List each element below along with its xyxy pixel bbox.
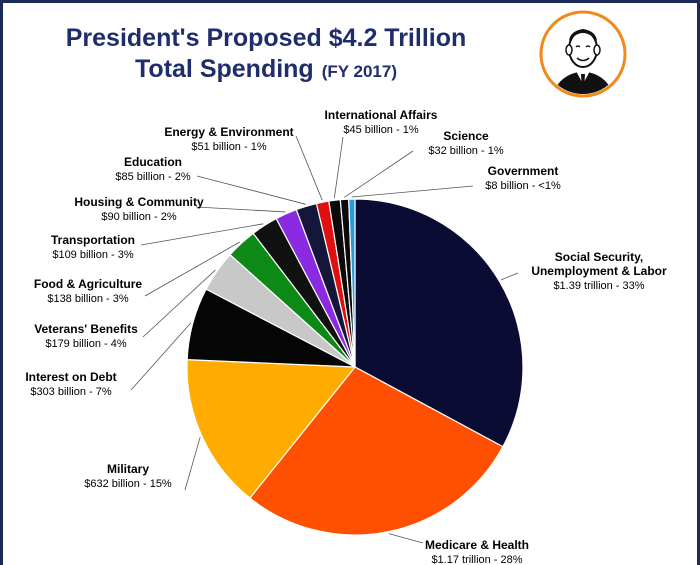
title-fiscal-year: (FY 2017) <box>321 62 397 81</box>
slice-label-name: Energy & Environment <box>164 125 293 139</box>
slice-labels: Social Security, Unemployment & Labor $1.3… <box>25 108 667 565</box>
slice-label-amount: $1.17 trillion - 28% <box>431 554 522 565</box>
slice-label-name: Food & Agriculture <box>34 277 143 291</box>
slice-label: Food & Agriculture $138 billion - 3% <box>34 277 143 305</box>
slice-label: Veterans' Benefits $179 billion - 4% <box>34 322 138 350</box>
slice-label-amount: $32 billion - 1% <box>428 145 503 157</box>
title-line-2: Total Spending (FY 2017) <box>41 53 491 88</box>
leader-line <box>388 533 424 544</box>
slice-label-amount: $45 billion - 1% <box>343 124 418 136</box>
slice-label-name: Education <box>124 155 182 169</box>
slice-label-amount: $8 billion - <1% <box>485 180 561 192</box>
slice-label-name: Military <box>107 462 149 476</box>
leader-line <box>142 269 216 338</box>
leader-line <box>130 322 192 391</box>
slice-label: Government $8 billion - <1% <box>485 164 561 192</box>
slice-label: Science $32 billion - 1% <box>428 129 503 157</box>
pie-slice-government <box>348 198 356 368</box>
leader-line <box>195 206 286 213</box>
slice-label-name: International Affairs <box>325 108 438 122</box>
leader-line <box>500 272 519 281</box>
slice-label-name: Social Security, <box>555 250 643 264</box>
slice-label-name: Veterans' Benefits <box>34 322 138 336</box>
slice-label-amount: $303 billion - 7% <box>30 386 112 398</box>
slice-label: Education $85 billion - 2% <box>115 155 190 183</box>
slice-label-name: Government <box>488 164 559 178</box>
slice-label: Military $632 billion - 15% <box>84 462 172 490</box>
title-line-1: President's Proposed $4.2 Trillion <box>65 24 467 52</box>
slice-label: Interest on Debt $303 billion - 7% <box>25 370 116 398</box>
slice-label: Social Security, Unemployment & Labor $1.3… <box>531 250 667 292</box>
slice-label-name: Unemployment & Labor <box>531 264 667 278</box>
slice-label-amount: $109 billion - 3% <box>52 249 134 261</box>
slice-label: International Affairs $45 billion - 1% <box>325 108 438 136</box>
leader-line <box>184 437 201 491</box>
slice-label-name: Medicare & Health <box>425 538 529 552</box>
slice-label-amount: $138 billion - 3% <box>47 293 129 305</box>
leader-line <box>295 135 323 201</box>
leader-line <box>144 241 240 297</box>
leader-line <box>140 223 264 246</box>
slice-label: Housing & Community $90 billion - 2% <box>74 195 204 223</box>
slice-label-amount: $632 billion - 15% <box>84 478 172 490</box>
slice-label-amount: $85 billion - 2% <box>115 171 190 183</box>
pie-slice-social-security-unemployment-labor <box>354 198 524 448</box>
slice-label: Energy & Environment $51 billion - 1% <box>164 125 293 153</box>
slice-label: Transportation $109 billion - 3% <box>51 233 135 261</box>
chart-title: President's Proposed $4.2 Trillion Total… <box>41 23 491 88</box>
slice-label-amount: $90 billion - 2% <box>101 211 176 223</box>
leader-line <box>351 185 474 198</box>
leader-line <box>333 136 344 199</box>
slice-label-amount: $51 billion - 1% <box>191 141 266 153</box>
slice-label: Medicare & Health $1.17 trillion - 28% <box>425 538 529 565</box>
title-main: Total Spending <box>135 55 314 83</box>
slice-label-name: Transportation <box>51 233 135 247</box>
pie-slice-military <box>186 359 357 499</box>
pie-slice-medicare-health <box>249 366 504 536</box>
pie-slices <box>186 198 524 536</box>
slice-label-amount: $179 billion - 4% <box>45 338 127 350</box>
slice-label-name: Interest on Debt <box>25 370 116 384</box>
slice-label-name: Housing & Community <box>74 195 204 209</box>
label-leader-lines <box>130 135 519 544</box>
pie-chart: Social Security, Unemployment & Labor $1.3… <box>25 108 667 565</box>
slice-label-amount: $1.39 trillion - 33% <box>553 280 644 292</box>
leader-line <box>344 150 414 198</box>
leader-line <box>196 175 306 205</box>
president-portrait-icon <box>539 10 627 98</box>
slice-label-name: Science <box>443 129 489 143</box>
